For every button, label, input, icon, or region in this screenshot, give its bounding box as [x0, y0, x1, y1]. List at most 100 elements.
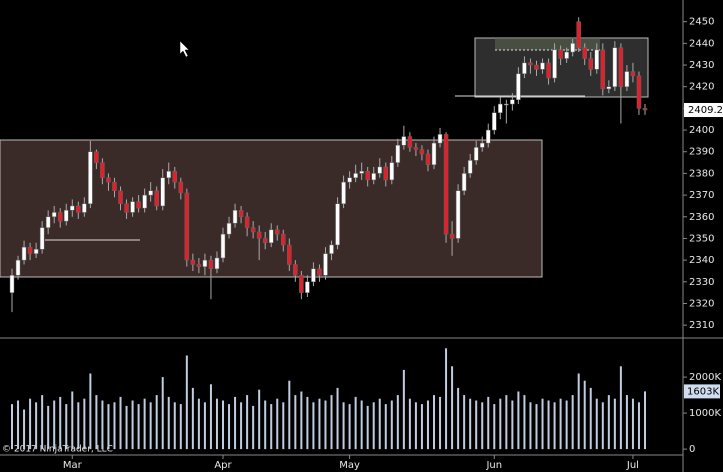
candle-body	[166, 171, 171, 179]
candle-body	[492, 112, 497, 131]
volume-bar	[215, 398, 218, 450]
y-tick-label: 2450	[689, 17, 714, 28]
copyright: © 2017 NinjaTrader, LLC	[2, 445, 113, 455]
x-tick-label: Jul	[626, 460, 639, 471]
y-tick-label: 0	[689, 444, 695, 455]
volume-bar	[282, 402, 285, 450]
candle-body	[389, 162, 395, 181]
candle-body	[21, 246, 27, 261]
volume-bar	[276, 398, 279, 450]
candle-body	[106, 177, 111, 183]
candle-body	[317, 268, 322, 276]
volume-bar	[601, 402, 604, 450]
volume-bar	[445, 348, 448, 450]
volume-bar	[264, 400, 267, 450]
volume-bar	[583, 380, 586, 450]
volume-bar	[29, 398, 32, 450]
y-tick-label: 2370	[689, 190, 714, 201]
volume-bar	[390, 400, 393, 450]
candle-body	[287, 244, 292, 265]
candle-body	[220, 233, 226, 259]
candle-body	[347, 177, 352, 183]
y-tick-label: 2380	[689, 168, 714, 179]
volume-bar	[457, 387, 460, 450]
volume-bar	[547, 400, 550, 450]
candle-body	[148, 190, 153, 196]
volume-bar	[469, 398, 472, 450]
last-price-label: 2409.25	[688, 105, 723, 116]
volume-bar	[191, 387, 194, 450]
candle-body	[250, 227, 256, 233]
candle-body	[208, 259, 214, 270]
candle-body	[311, 268, 316, 283]
volume-bar	[71, 391, 74, 450]
volume-bar	[631, 398, 634, 450]
volume-bar	[559, 398, 562, 450]
volume-bar	[185, 355, 188, 450]
volume-bar	[83, 398, 86, 450]
volume-bar	[41, 395, 44, 450]
candle-body	[371, 173, 376, 181]
candle-body	[383, 166, 389, 181]
y-tick-label: 2360	[689, 212, 714, 223]
candle-body	[100, 162, 105, 179]
volume-bar	[149, 402, 152, 450]
candle-body	[624, 71, 630, 87]
volume-bar	[197, 398, 200, 450]
y-tick-label: 2310	[689, 320, 714, 331]
volume-bar	[288, 380, 291, 450]
volume-bar	[595, 398, 598, 450]
candle-body	[238, 210, 244, 218]
candle-body	[552, 49, 557, 79]
candle-body	[534, 64, 539, 70]
candle-body	[473, 147, 479, 161]
y-tick-label: 2440	[689, 38, 714, 49]
candle-body	[425, 153, 431, 165]
candle-body	[57, 212, 63, 222]
candle-body	[124, 203, 129, 213]
y-tick-label: 2320	[689, 298, 714, 309]
volume-bar	[571, 395, 574, 450]
volume-bar	[366, 405, 369, 450]
y-tick-label: 2400	[689, 125, 714, 136]
candle-body	[335, 203, 340, 246]
volume-bar	[300, 391, 303, 450]
candle-body	[196, 264, 202, 267]
volume-bar	[77, 402, 80, 450]
candle-body	[486, 129, 491, 144]
candle-body	[178, 181, 184, 194]
candle-body	[395, 144, 401, 163]
candle-body	[498, 103, 503, 113]
candle-body	[136, 201, 141, 209]
volume-bar	[294, 395, 297, 450]
volume-bar	[143, 398, 146, 450]
x-tick-label: Mar	[63, 460, 83, 471]
candle-body	[154, 190, 159, 207]
candle-body	[576, 21, 581, 48]
candle-body	[244, 216, 250, 228]
candle-body	[522, 62, 527, 74]
volume-bar	[517, 391, 520, 450]
candle-body	[516, 73, 521, 100]
candle-body	[299, 275, 304, 293]
candle-body	[232, 210, 238, 224]
volume-bar	[318, 398, 321, 450]
volume-bar	[451, 366, 454, 450]
candle-body	[88, 151, 93, 205]
volume-bar	[607, 395, 610, 450]
candle-body	[636, 75, 642, 109]
volume-bar	[523, 395, 526, 450]
volume-bar	[625, 395, 628, 450]
candle-body	[582, 47, 587, 59]
volume-bar	[107, 404, 110, 450]
candle-body	[455, 190, 461, 239]
volume-bar	[35, 402, 38, 450]
volume-bar	[155, 395, 158, 450]
candle-body	[431, 142, 437, 165]
candle-body	[558, 49, 563, 59]
candle-body	[449, 233, 455, 239]
volume-bar	[312, 402, 315, 450]
candle-body	[51, 212, 57, 218]
y-tick-label: 2330	[689, 277, 714, 288]
